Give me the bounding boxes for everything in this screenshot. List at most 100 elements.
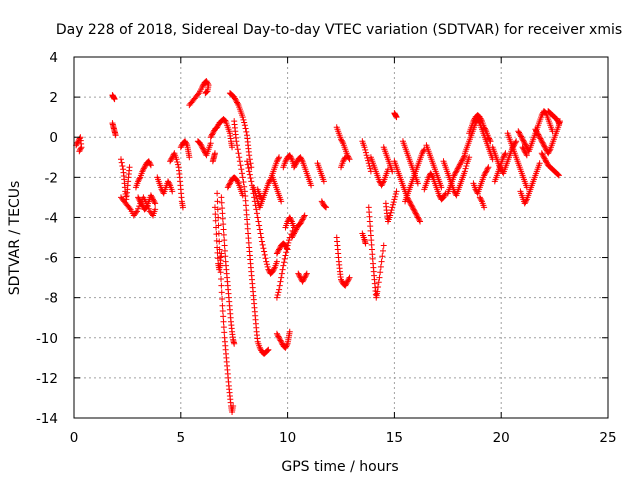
data-point bbox=[273, 258, 280, 265]
data-point bbox=[139, 168, 146, 175]
data-point bbox=[203, 89, 210, 96]
data-point bbox=[214, 206, 221, 213]
data-point bbox=[233, 138, 240, 145]
data-point bbox=[540, 140, 547, 147]
data-point bbox=[545, 148, 552, 155]
data-point bbox=[471, 116, 478, 123]
chart-title: Day 228 of 2018, Sidereal Day-to-day VTE… bbox=[56, 22, 622, 38]
data-point bbox=[345, 275, 352, 282]
data-point bbox=[135, 205, 142, 212]
data-point bbox=[221, 237, 228, 244]
data-point bbox=[210, 128, 217, 135]
data-point bbox=[462, 165, 469, 172]
data-point bbox=[320, 178, 327, 185]
data-point bbox=[537, 135, 544, 142]
data-point bbox=[486, 135, 493, 142]
data-point bbox=[135, 194, 142, 201]
data-point bbox=[167, 156, 174, 163]
data-point bbox=[319, 199, 326, 206]
data-point bbox=[200, 146, 207, 153]
data-point bbox=[227, 179, 234, 186]
data-point bbox=[281, 255, 288, 262]
data-point bbox=[540, 142, 547, 149]
data-point bbox=[142, 162, 149, 169]
data-point bbox=[481, 170, 488, 177]
data-point bbox=[203, 88, 210, 95]
data-point bbox=[220, 231, 227, 238]
data-point bbox=[441, 191, 448, 198]
x-axis: 0 5 10 15 20 25 bbox=[70, 57, 617, 446]
data-point bbox=[266, 177, 273, 184]
data-point bbox=[387, 212, 394, 219]
data-point bbox=[345, 154, 352, 161]
data-point bbox=[300, 215, 307, 222]
data-point bbox=[517, 132, 524, 139]
data-point bbox=[555, 118, 562, 125]
data-point bbox=[135, 195, 142, 202]
data-point bbox=[481, 125, 488, 132]
data-point bbox=[276, 336, 283, 343]
data-point bbox=[482, 169, 489, 176]
data-point bbox=[512, 139, 519, 146]
data-point bbox=[219, 296, 226, 303]
data-point bbox=[478, 116, 485, 123]
data-point bbox=[389, 168, 396, 175]
data-point bbox=[199, 144, 206, 151]
data-point bbox=[522, 199, 529, 206]
data-point bbox=[203, 78, 210, 85]
data-point bbox=[258, 234, 265, 241]
data-point bbox=[219, 215, 226, 222]
data-point bbox=[258, 195, 265, 202]
data-point bbox=[219, 210, 226, 217]
data-point bbox=[540, 152, 547, 159]
data-point bbox=[321, 203, 328, 210]
data-point bbox=[238, 166, 245, 173]
data-point bbox=[253, 206, 260, 213]
data-point bbox=[248, 178, 255, 185]
y-tick-label: 0 bbox=[49, 130, 58, 146]
data-point bbox=[197, 141, 204, 148]
data-point bbox=[463, 162, 470, 169]
data-point bbox=[284, 242, 291, 249]
data-point bbox=[546, 147, 553, 154]
data-point bbox=[150, 197, 157, 204]
data-point bbox=[343, 279, 350, 286]
data-point bbox=[379, 253, 386, 260]
data-point bbox=[263, 261, 270, 268]
data-point bbox=[78, 144, 85, 151]
data-point bbox=[486, 136, 493, 143]
data-point bbox=[419, 148, 426, 155]
data-point bbox=[141, 164, 148, 171]
data-point bbox=[135, 178, 142, 185]
data-point bbox=[342, 154, 349, 161]
data-point bbox=[338, 137, 345, 144]
data-point bbox=[502, 150, 509, 157]
data-point bbox=[523, 142, 530, 149]
data-point bbox=[420, 147, 427, 154]
data-point bbox=[297, 154, 304, 161]
data-point bbox=[265, 346, 272, 353]
data-point bbox=[523, 152, 530, 159]
data-point bbox=[477, 115, 484, 122]
data-point bbox=[378, 182, 385, 189]
data-point bbox=[221, 247, 228, 254]
data-point bbox=[76, 148, 83, 155]
data-point bbox=[522, 141, 529, 148]
data-point bbox=[520, 138, 527, 145]
data-point bbox=[281, 259, 288, 266]
data-point bbox=[216, 254, 223, 261]
data-point bbox=[303, 270, 310, 277]
data-point bbox=[410, 206, 417, 213]
data-point bbox=[375, 279, 382, 286]
data-point bbox=[275, 247, 282, 254]
data-point bbox=[126, 164, 133, 171]
data-point bbox=[293, 226, 300, 233]
data-point bbox=[140, 166, 147, 173]
y-tick-label: -14 bbox=[36, 411, 58, 427]
data-point bbox=[275, 155, 282, 162]
data-point bbox=[301, 274, 308, 281]
data-point bbox=[300, 277, 307, 284]
data-point bbox=[287, 215, 294, 222]
data-point bbox=[377, 269, 384, 276]
data-point bbox=[215, 214, 222, 221]
